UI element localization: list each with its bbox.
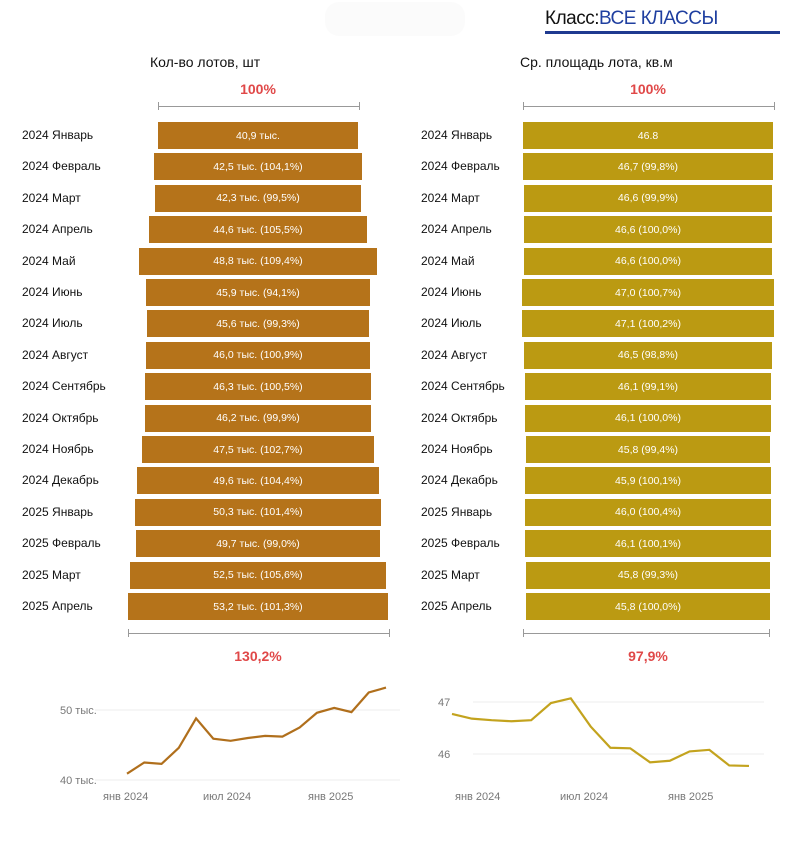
bar: 46,3 тыс. (100,5%) <box>144 373 372 401</box>
bar: 49,7 тыс. (99,0%) <box>136 530 380 558</box>
bar: 40,9 тыс. <box>158 122 358 149</box>
bar: 46,7 (99,8%) <box>523 153 773 181</box>
category-label: 2025 Апрель <box>22 599 93 613</box>
y-tick-label: 50 тыс. <box>60 705 97 717</box>
category-label: 2024 Октябрь <box>421 410 498 425</box>
y-tick-label: 47 <box>438 697 450 709</box>
class-value[interactable]: ВСЕ КЛАССЫ <box>599 8 718 29</box>
redacted-area <box>325 2 465 36</box>
x-tick-label: янв 2025 <box>308 791 353 803</box>
category-label: 2025 Январь <box>22 504 94 519</box>
bar: 44,6 тыс. (105,5%) <box>148 216 368 244</box>
category-label: 2024 Июнь <box>22 285 83 299</box>
category-label: 2024 Сентябрь <box>421 379 505 394</box>
class-label: Класс: <box>545 8 600 29</box>
category-label: 2024 Май <box>22 253 76 268</box>
left-chart-title: Кол-во лотов, шт <box>150 54 261 70</box>
category-label: 2024 Январь <box>421 128 493 142</box>
category-label: 2024 Декабрь <box>421 473 498 488</box>
x-tick-label: янв 2025 <box>668 791 713 803</box>
bar: 46,2 тыс. (99,9%) <box>145 404 371 432</box>
category-label: 2024 Июль <box>421 316 482 331</box>
bar: 46,0 тыс. (100,9%) <box>145 341 371 369</box>
category-label: 2024 Март <box>22 190 81 205</box>
category-label: 2024 Июнь <box>421 285 482 299</box>
right-bottom-bracket <box>523 629 770 637</box>
y-tick-label: 40 тыс. <box>60 775 97 787</box>
category-label: 2024 Февраль <box>421 159 500 174</box>
bar: 47,5 тыс. (102,7%) <box>141 436 375 463</box>
bar: 46,1 (100,1%) <box>524 530 772 558</box>
class-filter[interactable]: Класс:ВСЕ КЛАССЫ <box>545 8 718 30</box>
category-label: 2024 Февраль <box>22 159 101 174</box>
category-label: 2024 Сентябрь <box>22 379 106 394</box>
category-label: 2025 Февраль <box>22 536 101 551</box>
x-tick-label: янв 2024 <box>103 791 148 803</box>
bar: 46,6 (100,0%) <box>523 247 773 275</box>
bar: 47,0 (100,7%) <box>522 279 774 306</box>
category-label: 2024 Апрель <box>22 222 93 237</box>
right-line-chart: 46 47 янв 2024 июл 2024 янв 2025 <box>438 697 764 803</box>
left-top-pct: 100% <box>240 81 276 97</box>
category-label: 2025 Апрель <box>421 599 492 613</box>
left-top-bracket <box>158 102 360 110</box>
category-label: 2024 Январь <box>22 128 94 142</box>
bar: 42,5 тыс. (104,1%) <box>154 153 362 181</box>
bar: 42,3 тыс. (99,5%) <box>154 184 362 212</box>
y-tick-label: 46 <box>438 749 450 761</box>
bar: 46,0 (100,4%) <box>525 498 771 526</box>
bar: 46,6 (99,9%) <box>523 184 773 212</box>
category-label: 2024 Октябрь <box>22 410 99 425</box>
right-top-bracket <box>523 102 775 110</box>
category-label: 2024 Декабрь <box>22 473 99 488</box>
right-chart-title: Ср. площадь лота, кв.м <box>520 54 673 70</box>
category-label: 2024 Апрель <box>421 222 492 237</box>
bar: 53,2 тыс. (101,3%) <box>127 593 389 620</box>
bar: 46,1 (99,1%) <box>524 373 772 401</box>
right-top-pct: 100% <box>630 81 666 97</box>
x-tick-label: июл 2024 <box>560 791 608 803</box>
category-label: 2025 Январь <box>421 504 493 519</box>
right-bottom-pct: 97,9% <box>628 648 668 664</box>
bar: 46,6 (100,0%) <box>523 216 773 244</box>
category-label: 2025 Март <box>421 567 480 582</box>
bar: 49,6 тыс. (104,4%) <box>136 467 380 495</box>
category-label: 2025 Март <box>22 567 81 582</box>
bar: 45,8 (99,3%) <box>525 561 771 589</box>
left-bottom-pct: 130,2% <box>234 648 282 664</box>
bar: 48,8 тыс. (109,4%) <box>138 247 378 275</box>
bar: 45,6 тыс. (99,3%) <box>146 310 370 338</box>
bar: 45,9 (100,1%) <box>525 467 771 495</box>
x-tick-label: июл 2024 <box>203 791 251 803</box>
bar: 50,3 тыс. (101,4%) <box>135 498 381 526</box>
category-label: 2024 Август <box>421 347 488 362</box>
category-label: 2024 Май <box>421 253 475 268</box>
bar: 47,1 (100,2%) <box>522 310 774 338</box>
left-line-chart: 40 тыс. 50 тыс. янв 2024 июл 2024 янв 2025 <box>60 686 400 803</box>
bar: 46.8 <box>523 122 773 149</box>
class-underline <box>545 31 780 34</box>
bar: 52,5 тыс. (105,6%) <box>129 561 387 589</box>
series-line <box>451 697 750 768</box>
category-label: 2024 Июль <box>22 316 83 331</box>
category-label: 2024 Август <box>22 347 89 362</box>
bar: 45,8 (99,4%) <box>525 436 771 463</box>
category-label: 2024 Ноябрь <box>421 442 493 456</box>
category-label: 2025 Февраль <box>421 536 500 551</box>
category-label: 2024 Ноябрь <box>22 442 94 456</box>
bar: 46,1 (100,0%) <box>524 404 772 432</box>
bar: 46,5 (98,8%) <box>523 341 773 369</box>
category-label: 2024 Март <box>421 190 480 205</box>
series-line <box>126 686 387 775</box>
x-tick-label: янв 2024 <box>455 791 500 803</box>
bar: 45,9 тыс. (94,1%) <box>145 279 371 306</box>
bar: 45,8 (100,0%) <box>525 593 771 620</box>
left-bottom-bracket <box>128 629 390 637</box>
